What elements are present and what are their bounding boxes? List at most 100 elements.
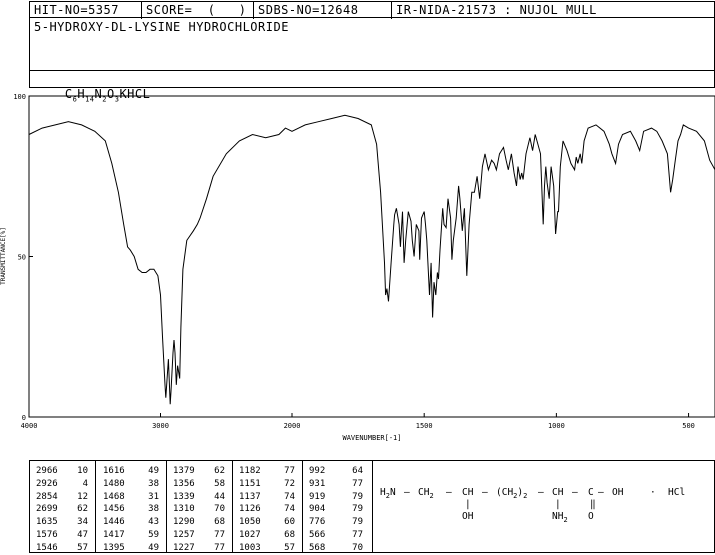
methylene-chain: (CH2)2: [496, 487, 528, 500]
ir-spectrum-chart: 0 50 100 4000 3000 2000 1500 1000 500 WAVENUMBE…: [0, 93, 715, 442]
peak-wavenumber: 1635: [36, 517, 58, 528]
peak-row: 1339 44: [173, 491, 225, 504]
peak-transmittance: 47: [77, 529, 88, 540]
y-axis-label: TRANSMITTANCE[%]: [0, 227, 7, 285]
peak-wavenumber: 1027: [239, 529, 261, 540]
peak-wavenumber: 566: [309, 529, 326, 540]
peak-transmittance: 62: [214, 466, 225, 476]
peak-row: 1379 62: [173, 465, 225, 478]
peak-wavenumber: 1050: [239, 517, 261, 528]
y-tick-label: 100: [13, 93, 26, 101]
peak-row: 1468 31: [103, 491, 159, 504]
peak-wavenumber: 1182: [239, 466, 261, 476]
hcl-salt: HCl: [668, 487, 686, 498]
peak-row: 2966 10: [36, 465, 88, 478]
peak-row: 776 79: [309, 516, 363, 529]
peak-row: 1546 57: [36, 542, 88, 555]
peak-row: 1310 70: [173, 503, 225, 516]
peak-wavenumber: 1310: [173, 504, 195, 515]
peak-transmittance: 43: [148, 517, 159, 528]
peak-transmittance: 74: [284, 504, 295, 515]
peak-transmittance: 77: [284, 466, 295, 476]
peak-row: 1027 68: [239, 529, 295, 542]
peak-wavenumber: 2966: [36, 466, 58, 476]
peak-wavenumber: 2926: [36, 478, 58, 489]
peak-row: 568 70: [309, 542, 363, 555]
peak-row: 1395 49: [103, 542, 159, 555]
peak-row: 931 77: [309, 478, 363, 491]
peak-transmittance: 60: [284, 517, 295, 528]
peak-row: 1290 68: [173, 516, 225, 529]
peak-row: 1003 57: [239, 542, 295, 555]
peak-transmittance: 49: [148, 466, 159, 476]
peak-transmittance: 38: [148, 504, 159, 515]
compound-name: 5-HYDROXY-DL-LYSINE HYDROCHLORIDE: [34, 20, 289, 34]
chemical-structure: H2N — CH2 — CH — (CH2)2 — CH — C — OH · …: [380, 487, 686, 524]
peak-wavenumber: 1395: [103, 542, 125, 553]
peak-wavenumber: 1546: [36, 542, 58, 553]
peak-wavenumber: 776: [309, 517, 326, 528]
x-tick-label: 4000: [21, 422, 38, 430]
peak-column: 992 64 931 77 919 79 904 79 776 79 566 77 568 70: [309, 465, 363, 555]
peak-row: 1151 72: [239, 478, 295, 491]
sdbs-number: SDBS-NO=12648: [254, 2, 392, 19]
peak-transmittance: 12: [77, 491, 88, 502]
peak-row: 992 64: [309, 465, 363, 478]
peak-transmittance: 59: [148, 529, 159, 540]
peak-wavenumber: 2699: [36, 504, 58, 515]
carbonyl-oxygen: O: [588, 511, 594, 522]
peak-wavenumber: 1456: [103, 504, 125, 515]
peak-row: 1257 77: [173, 529, 225, 542]
plot-frame: [28, 95, 715, 418]
peak-wavenumber: 568: [309, 542, 326, 553]
molecular-formula: C6H14N2O3KHCL: [64, 87, 151, 104]
peak-row: 1050 60: [239, 516, 295, 529]
peak-wavenumber: 1257: [173, 529, 195, 540]
peak-transmittance: 4: [82, 478, 88, 489]
peak-row: 566 77: [309, 529, 363, 542]
peak-row: 1356 58: [173, 478, 225, 491]
peak-wavenumber: 992: [309, 466, 326, 476]
peak-wavenumber: 1137: [239, 491, 261, 502]
peak-row: 2699 62: [36, 503, 88, 516]
peak-wavenumber: 919: [309, 491, 326, 502]
peak-wavenumber: 1446: [103, 517, 125, 528]
peak-row: 1417 59: [103, 529, 159, 542]
peak-transmittance: 57: [77, 542, 88, 553]
peak-row: 1576 47: [36, 529, 88, 542]
peak-transmittance: 77: [352, 529, 363, 540]
peak-row: 1227 77: [173, 542, 225, 555]
peak-wavenumber: 1576: [36, 529, 58, 540]
peak-wavenumber: 1151: [239, 478, 261, 489]
peak-transmittance: 77: [214, 542, 225, 553]
peak-row: 1616 49: [103, 465, 159, 478]
peak-table-box: 2966 10 2926 4 2854 12 2699 62 1635 34 1576 47 1546 5…: [29, 460, 715, 553]
peak-wavenumber: 1356: [173, 478, 195, 489]
peak-wavenumber: 1468: [103, 491, 125, 502]
peak-transmittance: 49: [148, 542, 159, 553]
carboxyl-carbon: C: [588, 487, 594, 498]
peak-wavenumber: 1379: [173, 466, 195, 476]
x-axis-label: WAVENUMBER[-1]: [342, 434, 401, 442]
peak-row: 919 79: [309, 491, 363, 504]
peak-wavenumber: 1227: [173, 542, 195, 553]
carboxyl-oh: OH: [612, 487, 624, 498]
y-tick-label: 0: [22, 414, 26, 422]
peak-wavenumber: 1126: [239, 504, 261, 515]
peak-wavenumber: 904: [309, 504, 326, 515]
peak-transmittance: 31: [148, 491, 159, 502]
peak-transmittance: 68: [214, 517, 225, 528]
peak-wavenumber: 1003: [239, 542, 261, 553]
x-tick-label: 2000: [284, 422, 301, 430]
x-tick-label: 500: [682, 422, 695, 430]
x-tick-label: 1500: [416, 422, 433, 430]
spectrum-line: [28, 114, 715, 405]
amino-group: NH2: [552, 511, 568, 524]
peak-row: 1635 34: [36, 516, 88, 529]
peak-wavenumber: 1417: [103, 529, 125, 540]
peak-transmittance: 34: [77, 517, 88, 528]
peak-transmittance: 64: [352, 466, 363, 476]
peak-wavenumber: 1339: [173, 491, 195, 502]
salt-dot: ·: [650, 487, 656, 498]
peak-transmittance: 72: [284, 478, 295, 489]
